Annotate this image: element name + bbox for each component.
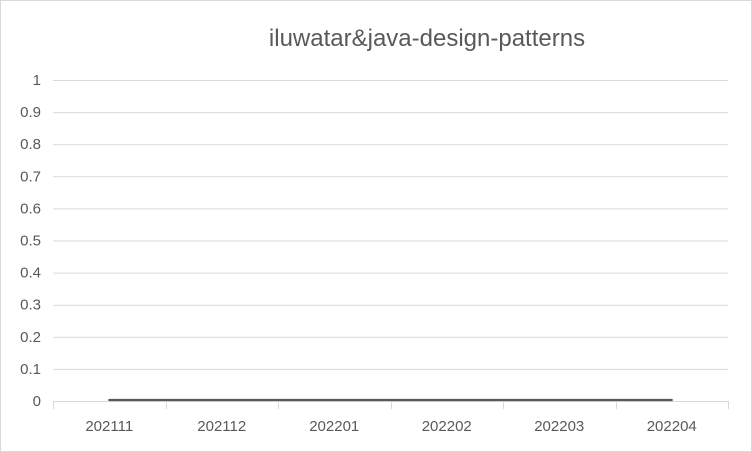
chart-title: iluwatar&java-design-patterns (269, 25, 585, 52)
y-tick-label: 0.4 (20, 265, 41, 282)
x-tick-label: 202201 (309, 418, 359, 435)
y-tick-label: 0.1 (20, 361, 41, 378)
x-tick-label: 202112 (197, 418, 246, 435)
y-tick-label: 0 (33, 393, 41, 410)
y-axis-tick-labels: 0 0.1 0.2 0.3 0.4 0.5 0.6 0.7 0.8 0.9 1 (20, 72, 41, 410)
x-tick-label: 202111 (85, 418, 133, 435)
y-tick-label: 0.7 (20, 168, 41, 185)
x-tick-label: 202204 (647, 418, 697, 435)
y-tick-label: 0.5 (20, 233, 41, 250)
x-tick-label: 202202 (422, 418, 472, 435)
y-tick-label: 0.6 (20, 200, 41, 217)
y-tick-label: 0.9 (20, 104, 41, 121)
gridlines (53, 80, 728, 370)
x-axis: 202111 202112 202201 202202 202203 202204 (53, 401, 729, 435)
y-tick-label: 0.2 (20, 329, 41, 346)
y-tick-label: 1 (33, 72, 41, 89)
x-tick-label: 202203 (534, 418, 584, 435)
y-tick-label: 0.8 (20, 136, 41, 153)
y-tick-label: 0.3 (20, 297, 41, 314)
